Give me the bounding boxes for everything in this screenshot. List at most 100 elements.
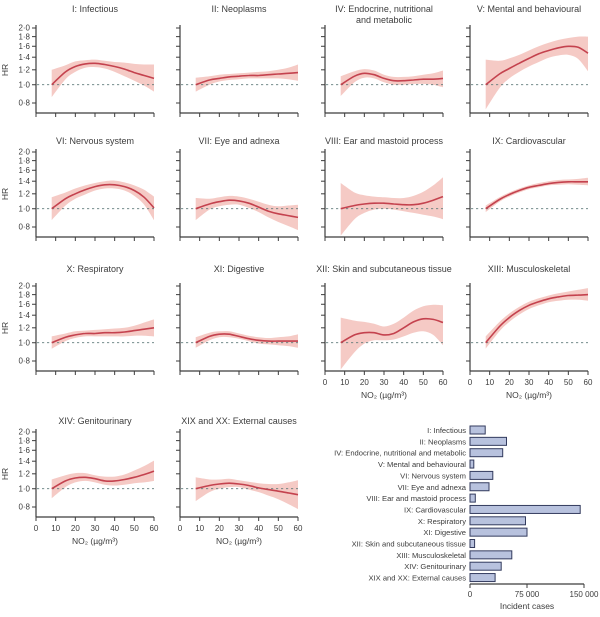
x-tick-label: 20 [360, 378, 369, 387]
y-tick-label: 1·8 [18, 436, 30, 445]
panel-title: XIX and XX: External causes [181, 416, 297, 426]
y-tick-label: 2·0 [18, 148, 30, 157]
x-tick-label: 30 [380, 378, 389, 387]
hr-curve [485, 45, 589, 86]
bar [469, 425, 486, 435]
hr-curve [340, 317, 444, 344]
bar [469, 550, 513, 560]
x-tick-label: 0 [178, 524, 183, 533]
x-tick-label: 40 [110, 524, 119, 533]
panel-title: and metabolic [356, 15, 413, 25]
hr-curve [195, 199, 299, 219]
ci-band [51, 460, 155, 499]
x-tick-label: 0 [323, 378, 328, 387]
x-tick-label: 50 [130, 524, 139, 533]
x-tick-label: 10 [340, 378, 349, 387]
y-tick-label: 1·0 [18, 484, 30, 493]
x-tick-label: 20 [71, 524, 80, 533]
x-tick-label: 10 [485, 378, 494, 387]
y-tick-label: 0·8 [18, 503, 30, 512]
bar-x-tick-label: 0 [468, 590, 473, 599]
y-tick-label: 1·2 [18, 324, 30, 333]
y-tick-label: 1·8 [18, 290, 30, 299]
x-tick-label: 60 [584, 378, 593, 387]
x-tick-label: 60 [294, 524, 303, 533]
bar-label: VII: Eye and adnexa [398, 483, 467, 492]
y-tick-label: 1·0 [18, 80, 30, 89]
x-tick-label: 50 [419, 378, 428, 387]
bar [469, 459, 475, 469]
y-axis-title: HR [0, 64, 10, 76]
bar [469, 516, 526, 526]
y-tick-label: 1·0 [18, 338, 30, 347]
y-tick-label: 1·4 [18, 311, 30, 320]
y-axis-title: HR [0, 322, 10, 334]
y-tick-label: 2·0 [18, 428, 30, 437]
panel-title: VI: Nervous system [56, 136, 134, 146]
y-tick-label: 2·0 [18, 24, 30, 33]
x-tick-label: 30 [91, 524, 100, 533]
y-tick-label: 1·2 [18, 66, 30, 75]
bar [469, 470, 494, 480]
bar-label: XIV: Genitourinary [404, 562, 466, 571]
y-tick-label: 1·8 [18, 156, 30, 165]
ci-band [340, 304, 443, 370]
x-tick-label: 0 [34, 524, 39, 533]
hr-curve [51, 327, 155, 344]
y-tick-label: 0·8 [18, 99, 30, 108]
x-tick-label: 30 [235, 524, 244, 533]
panel-title: IV: Endocrine, nutritional [335, 4, 433, 14]
ci-band [51, 59, 155, 98]
y-tick-label: 1·6 [18, 446, 30, 455]
bar-label: V: Mental and behavioural [378, 460, 466, 469]
bar-label: X: Respiratory [418, 517, 466, 526]
ci-band [51, 319, 155, 349]
y-tick-label: 1·8 [18, 32, 30, 41]
y-tick-label: 2·0 [18, 282, 30, 291]
panel-vi-nervous: VI: Nervous system 2·01·81·6 1·4 1·2 1·0 0·8 H… [0, 136, 155, 241]
y-axis-title: HR [0, 468, 10, 480]
bar-label: XIX and XX: External causes [368, 574, 466, 583]
ci-band [195, 195, 298, 231]
bar [469, 504, 581, 514]
panel-title: IX: Cardiovascular [492, 136, 566, 146]
y-tick-label: 1·4 [18, 457, 30, 466]
y-tick-label: 1·6 [18, 42, 30, 51]
hr-curve [340, 72, 444, 86]
bar [469, 539, 476, 548]
panel-i-infectious: I: Infectious 2·01·81·6 1·4 1·2 1·0 0·8 HR [0, 4, 155, 117]
bar-label: XII: Skin and subcutaneous tissue [352, 540, 466, 549]
y-tick-label: 1·6 [18, 166, 30, 175]
x-tick-label: 40 [254, 524, 263, 533]
x-tick-label: 10 [195, 524, 204, 533]
bar [469, 436, 507, 446]
bar-label: VIII: Ear and mastoid process [366, 494, 466, 503]
hr-curve [51, 183, 155, 210]
hr-curve [485, 293, 589, 344]
panel-vii-eye: VII: Eye and adnexa [176, 136, 299, 241]
panel-xiii-musculoskeletal: XIII: Musculoskeletal 0 10 20 30 40 50 60 NO₂ (µ… [466, 264, 593, 400]
bar-label: I: Infectious [427, 426, 466, 435]
x-tick-label: 0 [468, 378, 473, 387]
ci-band [195, 64, 298, 92]
ci-band [340, 69, 443, 97]
bar-label: IV: Endocrine, nutritional and metabolic [334, 449, 466, 458]
x-tick-label: 50 [564, 378, 573, 387]
bar-label: II: Neoplasms [420, 437, 467, 446]
x-tick-label: 40 [544, 378, 553, 387]
x-axis-title: NO₂ (µg/m³) [72, 536, 118, 546]
panel-xix-xx-external: XIX and XX: External causes 0 10 20 30 40 50 60… [176, 416, 303, 546]
panel-title: X: Respiratory [66, 264, 124, 274]
bar-x-tick-label: 75 000 [515, 590, 540, 599]
y-axis-title: HR [0, 188, 10, 200]
bar [469, 448, 504, 458]
panel-title: V: Mental and behavioural [477, 4, 581, 14]
x-tick-label: 60 [150, 524, 159, 533]
ci-band [195, 477, 298, 510]
hr-curve [340, 195, 444, 210]
y-tick-label: 0·8 [18, 223, 30, 232]
panel-ii-neoplasms: II: Neoplasms [176, 4, 299, 117]
ci-band [51, 180, 155, 221]
